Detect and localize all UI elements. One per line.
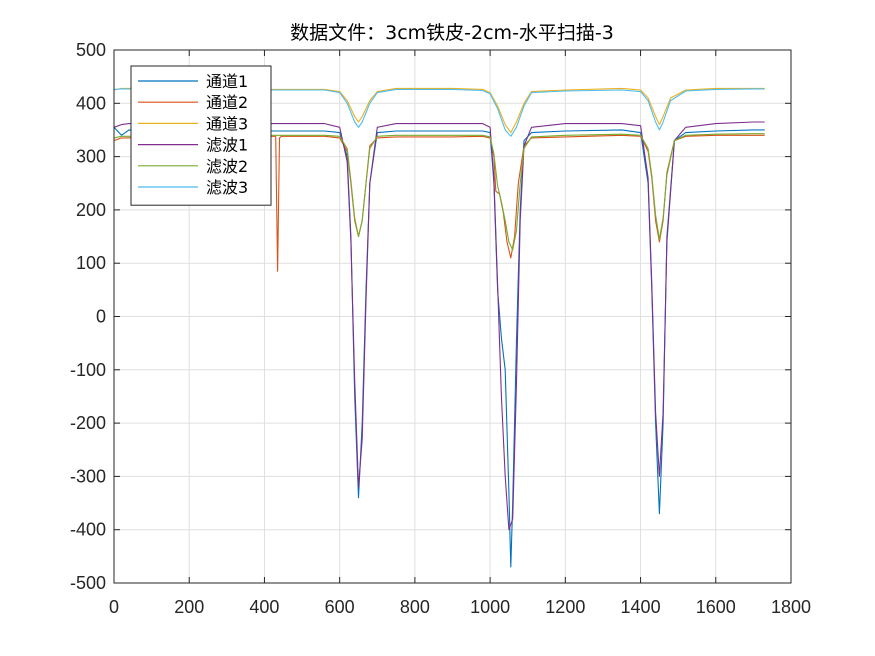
legend-label: 滤波1 (206, 136, 248, 155)
y-tick-label: 300 (76, 147, 106, 167)
series-layer (113, 87, 765, 568)
y-tick-label: 400 (76, 93, 106, 113)
y-tick-label: 500 (76, 40, 106, 60)
x-tick-label: 800 (400, 597, 430, 617)
x-tick-label: 400 (249, 597, 279, 617)
x-tick-label: 1000 (470, 597, 510, 617)
x-tick-label: 1600 (696, 597, 736, 617)
y-tick-label: 200 (76, 200, 106, 220)
series-line-5 (113, 133, 765, 251)
series-line-2 (113, 134, 765, 272)
y-tick-label: 0 (96, 307, 106, 327)
x-tick-label: 600 (325, 597, 355, 617)
legend-label: 滤波2 (206, 157, 248, 176)
chart-title: 数据文件：3cm铁皮-2cm-水平扫描-3 (290, 22, 614, 44)
legend-label: 通道3 (206, 114, 248, 133)
y-tick-label: 100 (76, 253, 106, 273)
series-line-4 (113, 121, 765, 531)
legend-label: 通道2 (206, 93, 248, 112)
x-tick-label: 1800 (771, 597, 811, 617)
y-tick-label: -100 (70, 360, 106, 380)
series-line-6 (113, 88, 765, 137)
x-tick-label: 1200 (545, 597, 585, 617)
x-tick-label: 0 (109, 597, 119, 617)
legend: 通道1 通道2 通道3 滤波1 滤波2 滤波3 (130, 65, 272, 206)
legend-label: 滤波3 (206, 178, 248, 197)
ticks: 0 200 400 600 800 1000 1200 1400 1600 18005004003… (70, 40, 811, 617)
y-tick-label: -300 (70, 466, 106, 486)
y-tick-label: -400 (70, 520, 106, 540)
y-tick-label: -200 (70, 413, 106, 433)
series-line-3 (113, 87, 765, 134)
x-tick-label: 200 (174, 597, 204, 617)
y-tick-label: -500 (70, 573, 106, 593)
legend-label: 通道1 (206, 72, 248, 91)
legend-box (130, 65, 272, 206)
x-tick-label: 1400 (621, 597, 661, 617)
